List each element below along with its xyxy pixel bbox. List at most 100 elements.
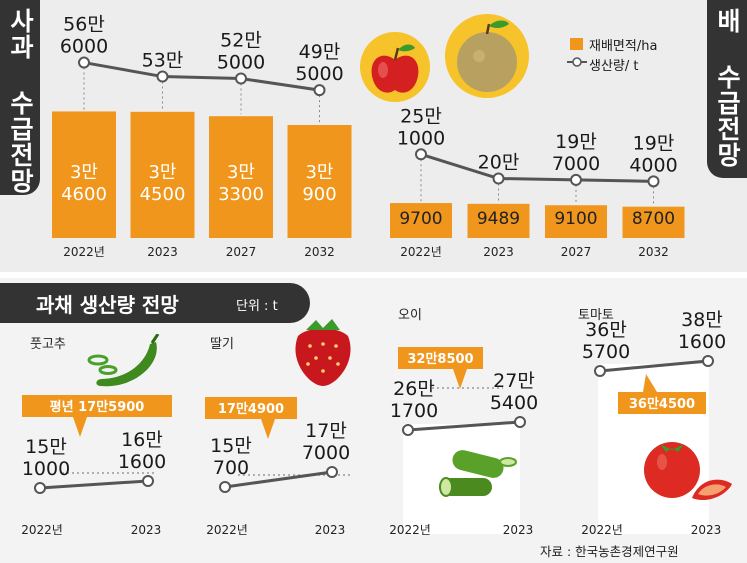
strawberry-production-line [224,470,333,489]
legend-area-swatch [570,38,583,50]
pepper-title: 풋고추 [30,337,66,352]
cucumber-x-tick: 2023 [503,523,534,537]
pear-area-label: 9700 [399,209,442,229]
strawberry-production-point [219,481,231,493]
strawberry-x-tick: 2023 [315,523,346,537]
tomato-callout-pointer [643,374,657,392]
pear-area-bar [622,206,685,238]
apple-x-tick: 2027 [226,245,257,259]
strawberry-value-label: 15만 [210,435,252,457]
pear-production-label: 7000 [552,153,600,175]
apple-area-label: 3300 [218,184,264,205]
pear-tab: 배 수급전망 [707,0,747,178]
pear-icon [445,14,529,98]
pepper-production-line [39,479,149,490]
legend: 재배면적/ha 생산량/ t [567,35,700,75]
pear-production-label: 4000 [629,154,677,176]
strawberry-icon [295,319,351,386]
pear-production-label: 19만 [633,132,675,154]
strawberry-x-tick: 2022년 [206,523,248,537]
pepper-production-point [142,475,154,487]
apple-tab-title: 사과 수급전망 [6,8,35,194]
pepper-production-point [34,482,46,494]
apple-production-label: 52만 [220,30,262,52]
apple-area-bar [209,116,273,238]
apple-x-tick: 2032 [304,245,335,259]
cucumber-production-line [407,420,521,432]
pepper-average-label: 평년 17만5900 [50,399,145,415]
pear-production-point [647,175,660,188]
strawberry-value-label: 7000 [302,442,350,464]
tomato-value-label: 5700 [582,341,630,363]
pear-area-label: 9100 [554,209,597,229]
cucumber-value-label: 1700 [390,400,438,422]
pepper-callout-pointer [73,417,87,437]
tomato-icon [644,442,732,501]
cucumber-average-label: 32만8500 [407,351,473,367]
tomato-x-tick: 2023 [691,523,722,537]
tomato-average-label: 36만4500 [629,396,695,412]
pear-x-tick: 2023 [483,245,514,259]
pear-production-label: 19만 [555,131,597,153]
strawberry-title: 딸기 [210,337,234,352]
pear-production-point [415,148,427,161]
tomato-production-point [702,355,714,367]
pear-production-label: 20만 [478,152,520,174]
apple-production-label: 53만 [142,50,184,72]
tomato-production-line [599,359,709,373]
apple-production-label: 5000 [217,52,265,74]
apple-x-tick: 2023 [147,245,178,259]
veg-title: 과채 생산량 전망 [36,293,179,317]
veg-unit: 단위 : t [236,299,278,314]
strawberry-callout-pointer [261,419,275,439]
pear-x-tick: 2032 [638,245,669,259]
cucumber-average-callout [398,347,483,369]
pear-production-label: 1000 [397,127,445,149]
cucumber-value-label: 5400 [490,392,538,414]
pepper-x-tick: 2022년 [21,523,63,537]
pear-tab-title: 배 수급전망 [713,8,742,168]
tomato-value-label: 38만 [681,309,723,331]
apple-production-point [78,56,90,69]
legend-line-swatch [567,57,587,67]
source-credit: 자료 : 한국농촌경제연구원 [540,544,679,559]
pepper-value-label: 1000 [22,458,70,480]
strawberry-average-label: 17만4900 [218,401,284,417]
cucumber-x-tick: 2022년 [389,523,431,537]
pear-production-line [420,152,654,183]
apple-area-label: 4600 [61,184,107,205]
apple-area-label: 900 [302,184,336,205]
pepper-value-label: 1600 [118,451,166,473]
pear-x-tick: 2027 [561,245,592,259]
strawberry-production-point [326,466,338,478]
pepper-x-tick: 2023 [131,523,162,537]
cucumber-title: 오이 [398,308,422,323]
pepper-value-label: 15만 [25,436,67,458]
apple-area-label: 3만 [70,162,98,183]
cucumber-value-label: 26만 [393,378,435,400]
apple-area-bar [287,124,352,238]
apple-area-bar [130,111,195,238]
pear-area-bar [545,205,607,238]
apple-production-point [235,72,247,85]
section-divider [0,272,747,278]
apple-production-label: 6000 [60,36,108,58]
cucumber-icon [439,450,517,497]
green-pepper-icon [87,334,160,387]
strawberry-value-label: 17만 [305,420,347,442]
cucumber-value-label: 27만 [493,370,535,392]
apple-production-label: 49만 [299,41,341,63]
pear-area-bar [467,203,530,238]
apple-production-label: 5000 [295,63,343,85]
veg-title-bar: 과채 생산량 전망 단위 : t [0,283,310,323]
legend-production-label: 생산량/ t [589,59,639,74]
pear-area-label: 8700 [632,209,675,229]
pepper-value-label: 16만 [121,429,163,451]
tomato-production-point [594,365,606,377]
apple-production-point [313,84,326,97]
tomato-value-label: 1600 [678,331,726,353]
apple-area-label: 3만 [227,162,255,183]
pear-production-label: 25만 [400,105,442,127]
cucumber-callout-pointer [453,369,467,389]
